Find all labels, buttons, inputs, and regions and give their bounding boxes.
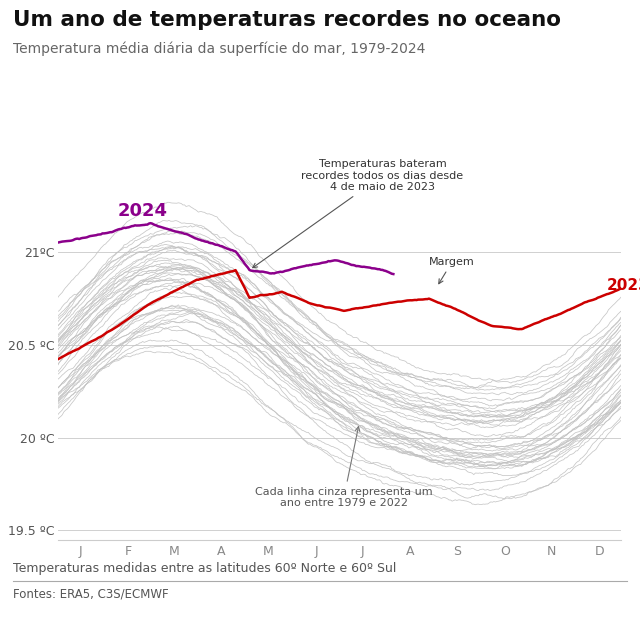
Text: 2024: 2024 — [118, 202, 168, 220]
Text: Margem: Margem — [429, 257, 475, 284]
Text: C: C — [607, 605, 616, 618]
Text: Temperatura média diária da superfície do mar, 1979-2024: Temperatura média diária da superfície d… — [13, 41, 425, 56]
Text: Temperaturas medidas entre as latitudes 60º Norte e 60º Sul: Temperaturas medidas entre as latitudes … — [13, 562, 396, 575]
Text: Temperaturas bateram
recordes todos os dias desde
4 de maio de 2023: Temperaturas bateram recordes todos os d… — [253, 159, 463, 268]
Text: Cada linha cinza representa um
ano entre 1979 e 2022: Cada linha cinza representa um ano entre… — [255, 427, 433, 508]
Text: Um ano de temperaturas recordes no oceano: Um ano de temperaturas recordes no ocean… — [13, 10, 561, 29]
Text: Fontes: ERA5, C3S/ECMWF: Fontes: ERA5, C3S/ECMWF — [13, 587, 168, 600]
Text: 2023: 2023 — [607, 278, 640, 293]
Text: B: B — [566, 605, 575, 618]
Text: B: B — [526, 605, 535, 618]
